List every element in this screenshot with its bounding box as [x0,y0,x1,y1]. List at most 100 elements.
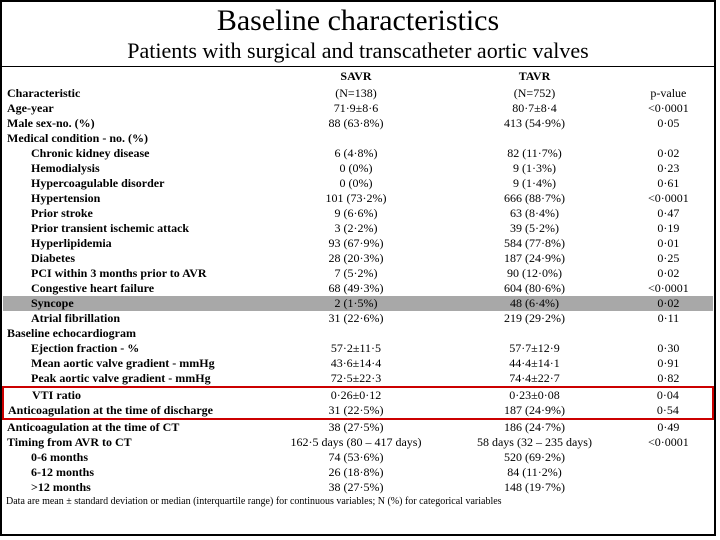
cell-savr: 28 (20·3%) [267,251,446,266]
cell-label: PCI within 3 months prior to AVR [3,266,267,281]
cell-tavr: 219 (29·2%) [445,311,624,326]
cell-savr: 7 (5·2%) [267,266,446,281]
cell-p: <0·0001 [624,435,713,450]
cell-tavr: 48 (6·4%) [445,296,624,311]
cell-savr: 74 (53·6%) [267,450,446,465]
cell-tavr: 9 (1·3%) [445,161,624,176]
cell-savr [267,326,446,341]
cell-p [624,480,713,495]
cell-tavr: 186 (24·7%) [445,419,624,435]
table-row: Hemodialysis0 (0%)9 (1·3%)0·23 [3,161,713,176]
cell-savr: 0 (0%) [267,176,446,191]
cell-label: Male sex-no. (%) [3,116,267,131]
cell-label: Mean aortic valve gradient - mmHg [3,356,267,371]
cell-p: 0·11 [624,311,713,326]
cell-label: 6-12 months [3,465,267,480]
cell-savr: 101 (73·2%) [267,191,446,206]
cell-tavr: 148 (19·7%) [445,480,624,495]
cell-p [624,465,713,480]
table-row: Anticoagulation at the time of CT38 (27·… [3,419,713,435]
cell-p: 0·49 [624,419,713,435]
cell-savr: 0 (0%) [267,161,446,176]
col-header-characteristic [3,67,267,86]
cell-tavr: 604 (80·6%) [445,281,624,296]
cell-savr: 38 (27·5%) [267,480,446,495]
cell-p: 0·82 [624,371,713,387]
cell-label: Baseline echocardiogram [3,326,267,341]
page-container: Baseline characteristics Patients with s… [0,0,716,536]
cell-p: 0·02 [624,296,713,311]
cell-tavr: 74·4±22·7 [445,371,624,387]
cell-p: 0·47 [624,206,713,221]
table-row: Hyperlipidemia93 (67·9%)584 (77·8%)0·01 [3,236,713,251]
cell-tavr: 57·7±12·9 [445,341,624,356]
cell-tavr: 9 (1·4%) [445,176,624,191]
cell-savr: 93 (67·9%) [267,236,446,251]
page-title: Baseline characteristics [2,2,714,38]
cell-p: 0·91 [624,356,713,371]
cell-savr: 3 (2·2%) [267,221,446,236]
table-row: Anticoagulation at the time of discharge… [3,403,713,419]
cell-p [624,450,713,465]
page-subtitle: Patients with surgical and transcatheter… [2,38,714,67]
cell-p: 0·25 [624,251,713,266]
cell-p: 0·54 [624,403,713,419]
cell-savr: 0·26±0·12 [267,387,446,403]
cell-savr: 38 (27·5%) [267,419,446,435]
cell-savr: 72·5±22·3 [267,371,446,387]
cell-tavr: 584 (77·8%) [445,236,624,251]
col-header-p [624,67,713,86]
cell-tavr [445,131,624,146]
cell-p: 0·02 [624,266,713,281]
cell-p: <0·0001 [624,191,713,206]
cell-tavr: 58 days (32 – 235 days) [445,435,624,450]
cell-label: Anticoagulation at the time of discharge [3,403,267,419]
cell-label: Medical condition - no. (%) [3,131,267,146]
cell-tavr: 413 (54·9%) [445,116,624,131]
cell-tavr: 63 (8·4%) [445,206,624,221]
cell-p: <0·0001 [624,281,713,296]
cell-label: Timing from AVR to CT [3,435,267,450]
cell-tavr: 666 (88·7%) [445,191,624,206]
table-row: Mean aortic valve gradient - mmHg43·6±14… [3,356,713,371]
table-row: VTI ratio0·26±0·120·23±0·080·04 [3,387,713,403]
table-row: Peak aortic valve gradient - mmHg72·5±22… [3,371,713,387]
cell-label: Peak aortic valve gradient - mmHg [3,371,267,387]
cell-savr: 43·6±14·4 [267,356,446,371]
cell-tavr: 82 (11·7%) [445,146,624,161]
cell-p: 0·61 [624,176,713,191]
cell-p: 0·05 [624,116,713,131]
cell-tavr: 187 (24·9%) [445,251,624,266]
table-row: Ejection fraction - %57·2±11·557·7±12·90… [3,341,713,356]
cell-savr: 31 (22·5%) [267,403,446,419]
cell-tavr: 80·7±8·4 [445,101,624,116]
cell-tavr: 44·4±14·1 [445,356,624,371]
cell-tavr: 39 (5·2%) [445,221,624,236]
table-row: Timing from AVR to CT162·5 days (80 – 41… [3,435,713,450]
cell-label: >12 months [3,480,267,495]
cell-label: Hypercoagulable disorder [3,176,267,191]
table-row: Male sex-no. (%)88 (63·8%)413 (54·9%)0·0… [3,116,713,131]
cell-p: p-value [624,86,713,101]
cell-label: VTI ratio [3,387,267,403]
cell-tavr: (N=752) [445,86,624,101]
cell-savr: 57·2±11·5 [267,341,446,356]
cell-label: Hyperlipidemia [3,236,267,251]
cell-label: Syncope [3,296,267,311]
col-header-tavr: TAVR [445,67,624,86]
table-row: Congestive heart failure68 (49·3%)604 (8… [3,281,713,296]
table-row: Prior transient ischemic attack3 (2·2%)3… [3,221,713,236]
table-row: Medical condition - no. (%) [3,131,713,146]
cell-p: 0·19 [624,221,713,236]
table-row: Chronic kidney disease6 (4·8%)82 (11·7%)… [3,146,713,161]
cell-tavr: 520 (69·2%) [445,450,624,465]
cell-label: Prior stroke [3,206,267,221]
table-body: Characteristic(N=138)(N=752)p-valueAge-y… [3,86,713,495]
cell-tavr: 187 (24·9%) [445,403,624,419]
cell-tavr [445,326,624,341]
cell-label: Congestive heart failure [3,281,267,296]
cell-savr: 9 (6·6%) [267,206,446,221]
table-row: Syncope2 (1·5%)48 (6·4%)0·02 [3,296,713,311]
cell-p: 0·30 [624,341,713,356]
cell-p: 0·23 [624,161,713,176]
